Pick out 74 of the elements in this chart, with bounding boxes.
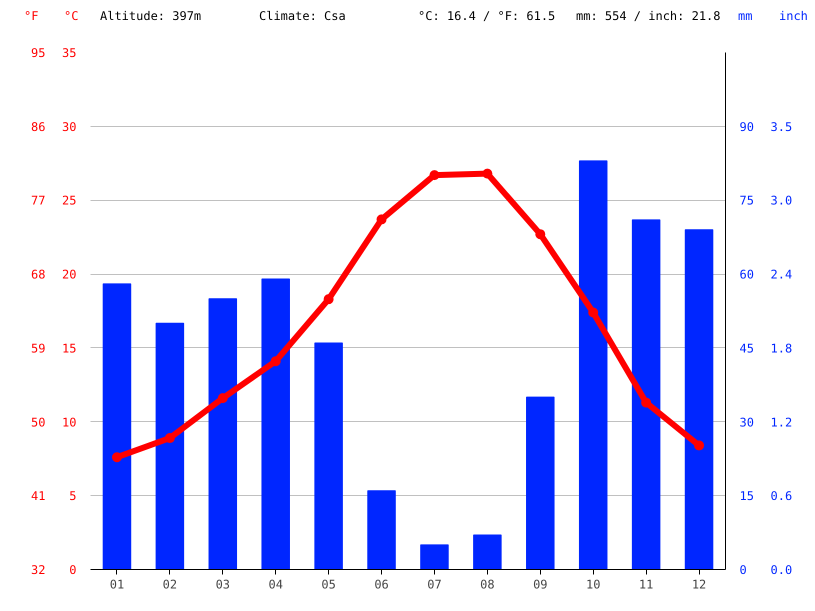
text: °C: 16.4 / °F: 61.5 — [418, 8, 556, 25]
bar — [261, 278, 290, 570]
y-tick-label: 30 — [62, 120, 77, 134]
y3-tick-label: 41 — [31, 489, 46, 504]
text: 3.0 — [770, 194, 792, 208]
y-tick-label: 0 — [69, 563, 77, 577]
point — [164, 433, 175, 444]
x-tick-label: 01 — [110, 578, 124, 592]
x-tick-label: 04 — [268, 578, 283, 592]
bar — [632, 219, 660, 570]
x-tick-label: 11 — [638, 578, 654, 592]
bar — [578, 160, 608, 570]
text: inch — [779, 8, 808, 25]
y3-tick-label: 68 — [31, 268, 46, 282]
y3-tick-label: 86 — [31, 120, 46, 134]
text: 1.8 — [770, 341, 792, 356]
text: 0.0 — [770, 563, 792, 577]
y3-tick-label: 32 — [31, 563, 46, 577]
text: 2.4 — [770, 268, 792, 282]
y2-tick-label: 60 — [740, 268, 754, 282]
bar — [314, 342, 343, 570]
text: 0.6 — [770, 489, 792, 504]
point — [535, 229, 546, 240]
bar — [526, 396, 555, 570]
bar — [420, 544, 449, 570]
point — [482, 168, 492, 179]
y2-tick-label: 75 — [740, 194, 754, 208]
text: mm: 554 / inch: 21.8 — [576, 8, 720, 25]
y-tick-label: 10 — [62, 415, 77, 430]
bar — [473, 534, 502, 570]
y3-tick-label: 95 — [31, 46, 46, 60]
point — [218, 393, 228, 404]
point — [641, 398, 652, 408]
point — [324, 294, 334, 304]
point — [112, 452, 122, 462]
point — [694, 440, 704, 450]
bar — [684, 229, 714, 570]
bar — [156, 322, 184, 570]
y3-tick-label: 59 — [31, 341, 46, 356]
y-tick-label: 35 — [62, 46, 77, 60]
text: Altitude: 397m — [100, 8, 202, 25]
x-tick-label: 08 — [480, 578, 495, 592]
text: Climate: Csa — [259, 8, 346, 25]
bar — [102, 283, 132, 570]
y3-tick-label: 77 — [31, 194, 46, 208]
x-tick-label: 06 — [374, 578, 389, 592]
bar — [367, 490, 396, 570]
y2-tick-label: 30 — [740, 415, 754, 430]
y-tick-label: 25 — [62, 194, 77, 208]
point — [376, 214, 387, 224]
x-tick-label: 07 — [427, 578, 442, 592]
x-tick-label: 02 — [162, 578, 178, 592]
y-tick-label: 20 — [62, 268, 77, 282]
y2-axis-title: mm — [738, 8, 752, 25]
y3-tick-label: 50 — [31, 415, 46, 430]
y2-tick-label: 45 — [740, 341, 754, 356]
point — [270, 356, 281, 366]
x-tick-label: 12 — [692, 578, 706, 592]
y-tick-label: 15 — [62, 341, 77, 356]
x-tick-label: 03 — [216, 578, 230, 592]
x-tick-label: 05 — [321, 578, 336, 592]
bar — [208, 298, 238, 570]
x-tick-label: 10 — [586, 578, 600, 592]
y2-tick-label: 90 — [740, 120, 754, 134]
point — [588, 307, 598, 318]
x-tick-label: 09 — [533, 578, 548, 592]
y2-tick-label: 0 — [740, 563, 747, 577]
y3-axis-title: °F — [24, 8, 38, 25]
y2-tick-label: 15 — [740, 489, 754, 504]
text: 1.2 — [770, 415, 792, 430]
y-tick-label: 5 — [69, 489, 77, 504]
y-axis-title: °C — [64, 8, 78, 25]
point — [429, 170, 440, 180]
text: 3.5 — [770, 120, 792, 134]
